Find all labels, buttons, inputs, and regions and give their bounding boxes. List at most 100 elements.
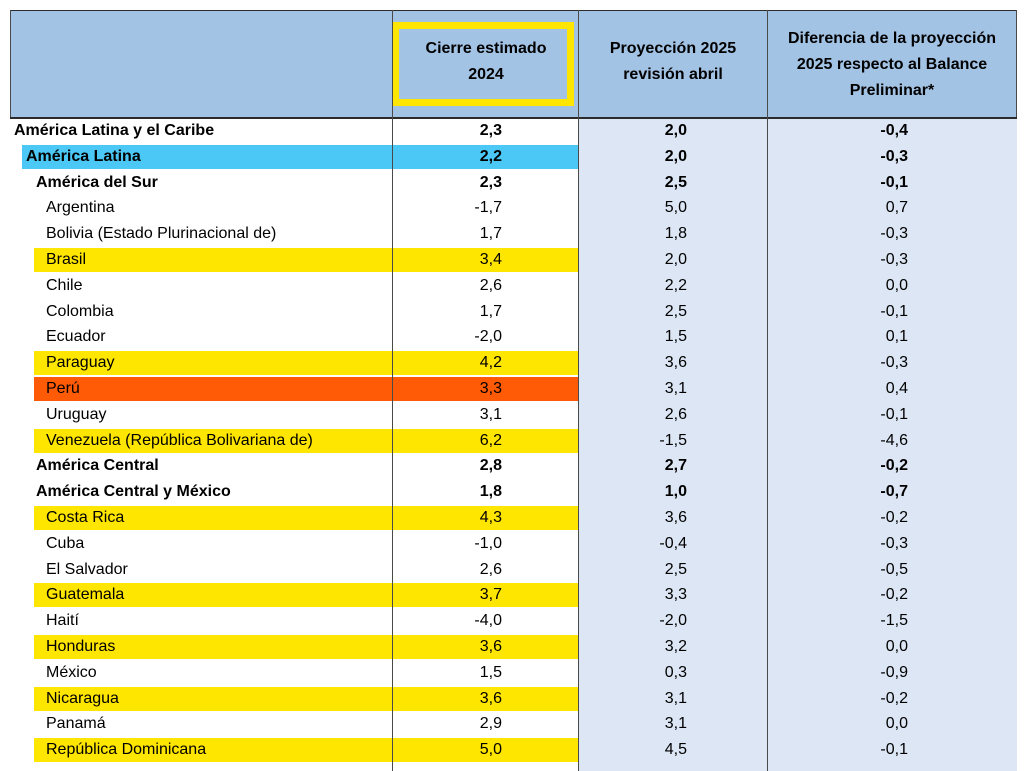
projection-cell: -0,4 xyxy=(659,534,687,552)
header-estimate-highlight-box xyxy=(392,22,574,106)
estimate-cell: -2,0 xyxy=(474,328,502,346)
estimate-cell: 1,7 xyxy=(479,225,502,243)
table-row: Nicaragua 3,6 3,1 -0,2 xyxy=(0,686,1027,712)
row-highlight-yellow xyxy=(34,583,579,608)
table-row: Costa Rica 4,3 3,6 -0,2 xyxy=(0,505,1027,531)
row-label: El Salvador xyxy=(46,560,128,578)
row-label: Colombia xyxy=(46,302,114,320)
difference-cell: 0,0 xyxy=(885,637,908,655)
difference-cell: -0,1 xyxy=(880,741,908,759)
projection-cell: 2,2 xyxy=(664,276,687,294)
table-row: Perú 3,3 3,1 0,4 xyxy=(0,376,1027,402)
row-highlight-yellow xyxy=(34,686,579,711)
table-row: América Latina 2,2 2,0 -0,3 xyxy=(0,144,1027,170)
row-label: América Latina y el Caribe xyxy=(14,122,215,139)
table-body: América Latina y el Caribe 2,3 2,0 -0,4 Amér… xyxy=(0,118,1027,763)
row-highlight-yellow xyxy=(34,738,579,763)
difference-cell: -0,2 xyxy=(880,457,908,475)
estimate-cell: 1,8 xyxy=(479,483,502,501)
difference-cell: -0,3 xyxy=(880,225,908,243)
estimate-cell: 3,6 xyxy=(479,689,502,707)
table-row: Colombia 1,7 2,5 -0,1 xyxy=(0,299,1027,325)
table-row: Chile 2,6 2,2 0,0 xyxy=(0,273,1027,299)
table-row: Honduras 3,6 3,2 0,0 xyxy=(0,634,1027,660)
table-row: Paraguay 4,2 3,6 -0,3 xyxy=(0,350,1027,376)
difference-cell: 0,0 xyxy=(885,715,908,733)
estimate-cell: 3,6 xyxy=(479,637,502,655)
table-row: Bolivia (Estado Plurinacional de) 1,7 1,8 -… xyxy=(0,221,1027,247)
estimate-cell: -1,7 xyxy=(474,199,502,217)
difference-cell: 0,0 xyxy=(885,276,908,294)
row-highlight-yellow xyxy=(34,634,579,659)
projection-cell: 2,0 xyxy=(664,122,687,139)
row-label: Cuba xyxy=(46,534,85,552)
header-bottom-border xyxy=(10,117,1017,119)
difference-cell: -0,7 xyxy=(880,483,908,501)
table-row: Guatemala 3,7 3,3 -0,2 xyxy=(0,582,1027,608)
table-row: América Latina y el Caribe 2,3 2,0 -0,4 xyxy=(0,118,1027,144)
table-row: Argentina -1,7 5,0 0,7 xyxy=(0,195,1027,221)
row-label: Argentina xyxy=(46,199,115,217)
projection-cell: 1,0 xyxy=(664,483,687,501)
projection-cell: 4,5 xyxy=(664,741,687,759)
estimate-cell: 5,0 xyxy=(479,741,502,759)
row-highlight-orange xyxy=(34,376,579,401)
table-row: Venezuela (República Bolivariana de) 6,2 -… xyxy=(0,428,1027,454)
projection-cell: -2,0 xyxy=(659,612,687,630)
row-label: México xyxy=(46,663,97,681)
table-row: Panamá 2,9 3,1 0,0 xyxy=(0,711,1027,737)
projection-cell: 2,5 xyxy=(664,560,687,578)
row-label: América Central y México xyxy=(36,483,231,501)
projection-cell: 2,0 xyxy=(664,250,687,268)
estimate-cell: 2,3 xyxy=(479,173,502,191)
table-row: Haití -4,0 -2,0 -1,5 xyxy=(0,608,1027,634)
difference-cell: -0,1 xyxy=(880,405,908,423)
row-highlight-yellow xyxy=(34,428,579,453)
projection-cell: 3,1 xyxy=(664,715,687,733)
projection-column-shading xyxy=(578,118,767,771)
table-right-border xyxy=(1016,10,1017,117)
row-label: Venezuela (República Bolivariana de) xyxy=(46,431,313,449)
row-label: Panamá xyxy=(46,715,106,733)
estimate-cell: 4,2 xyxy=(479,354,502,372)
estimate-cell: -4,0 xyxy=(474,612,502,630)
table-row: América Central 2,8 2,7 -0,2 xyxy=(0,453,1027,479)
header-estimate: Cierre estimado 2024 xyxy=(425,40,547,83)
row-label: Uruguay xyxy=(46,405,107,423)
projection-cell: 1,5 xyxy=(664,328,687,346)
row-highlight-yellow xyxy=(34,505,579,530)
row-label: Paraguay xyxy=(46,354,115,372)
estimate-cell: -1,0 xyxy=(474,534,502,552)
estimate-cell: 1,7 xyxy=(479,302,502,320)
row-label: Ecuador xyxy=(46,328,106,346)
difference-cell: 0,1 xyxy=(885,328,908,346)
projection-cell: 2,0 xyxy=(664,147,687,165)
estimate-cell: 4,3 xyxy=(479,508,502,526)
difference-column-shading xyxy=(767,118,1017,771)
estimate-cell: 3,3 xyxy=(479,379,502,397)
difference-cell: -1,5 xyxy=(880,612,908,630)
projection-cell: 3,6 xyxy=(664,508,687,526)
table-row: América del Sur 2,3 2,5 -0,1 xyxy=(0,170,1027,196)
difference-cell: -0,9 xyxy=(880,663,908,681)
row-highlight-yellow xyxy=(34,247,579,272)
estimate-cell: 2,2 xyxy=(479,147,502,165)
row-label: Honduras xyxy=(46,637,116,655)
row-label: Costa Rica xyxy=(46,508,125,526)
row-label: Chile xyxy=(46,276,83,294)
difference-cell: -0,2 xyxy=(880,508,908,526)
table-row: México 1,5 0,3 -0,9 xyxy=(0,660,1027,686)
row-label: Brasil xyxy=(46,250,87,268)
header-top-border xyxy=(10,10,1017,11)
column-divider-2 xyxy=(578,10,579,771)
table-row: Brasil 3,4 2,0 -0,3 xyxy=(0,247,1027,273)
difference-cell: 0,7 xyxy=(885,199,908,217)
projection-cell: 1,8 xyxy=(664,225,687,243)
estimate-cell: 2,8 xyxy=(479,457,502,475)
difference-cell: -4,6 xyxy=(880,431,908,449)
projection-cell: 5,0 xyxy=(664,199,687,217)
projection-cell: -1,5 xyxy=(659,431,687,449)
difference-cell: -0,1 xyxy=(880,173,908,191)
difference-cell: -0,4 xyxy=(880,122,908,139)
projection-cell: 2,6 xyxy=(664,405,687,423)
